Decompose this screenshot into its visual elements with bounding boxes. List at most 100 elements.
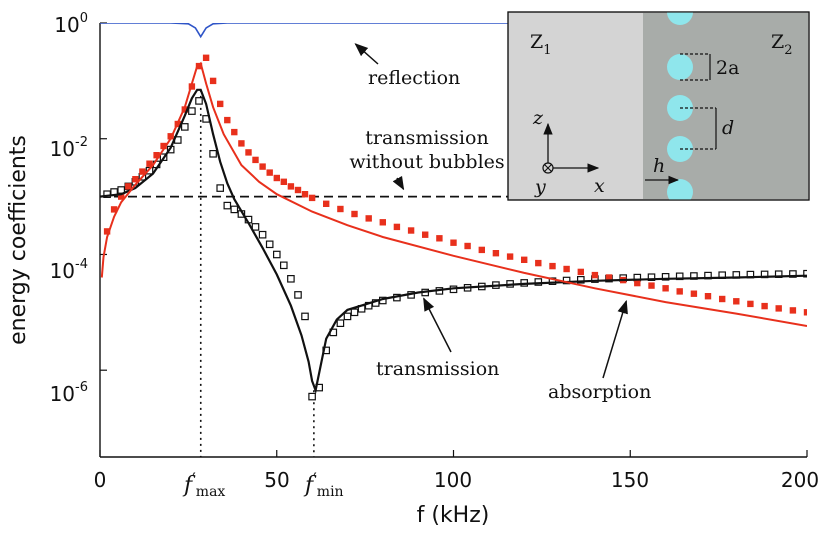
transmission-data-point (308, 392, 316, 401)
inset-label-d: d (722, 117, 734, 139)
transmission-data-point (287, 275, 295, 283)
inset-cross-mark-icon (544, 164, 552, 172)
transmission-data-point (343, 312, 352, 321)
f-max-label: f′max (182, 469, 225, 500)
absorption-data-point (803, 309, 807, 316)
absorption-data-point (422, 231, 429, 238)
x-tick-label-150: 150 (611, 468, 649, 492)
absorption-data-point (577, 268, 584, 276)
absorption-data-point (506, 253, 514, 260)
absorption-data-point (379, 219, 386, 226)
annotation-without-bubbles-line1: transmission (365, 127, 488, 149)
absorption-data-point (125, 183, 132, 190)
absorption-data-point (146, 160, 153, 167)
transmission-data-point (336, 319, 345, 328)
absorption-data-point (690, 290, 698, 297)
absorption-data-point (160, 142, 167, 150)
y-tick-label-1e0: 100 (54, 11, 88, 37)
x-tick-label-0: 0 (94, 468, 107, 492)
transmission-data-point (230, 205, 239, 214)
bubble (667, 179, 693, 200)
transmission-data-point (294, 291, 302, 299)
x-tick-label-50: 50 (264, 468, 289, 492)
absorption-data-point (436, 235, 443, 242)
absorption-data-point (492, 250, 500, 257)
series-transmission-model (100, 88, 807, 395)
absorption-data-point (273, 174, 280, 182)
inset-label-h: h (653, 155, 665, 177)
inset-label-z2: Z2 (771, 31, 792, 58)
absorption-data-point (139, 168, 146, 175)
transmission-data-point (534, 278, 543, 286)
absorption-data-point (676, 288, 683, 295)
annotation-reflection: reflection (368, 67, 460, 89)
transmission-data-point (181, 123, 189, 131)
absorption-data-point (605, 274, 613, 281)
transmission-data-point (251, 223, 260, 231)
absorption-data-point (266, 169, 273, 176)
bubble (667, 54, 693, 80)
annotation-absorption-arrow (602, 299, 628, 379)
absorption-data-point (103, 228, 111, 235)
y-tick-label-1e-6: 10-6 (50, 380, 88, 406)
absorption-data-point (775, 305, 782, 312)
absorption-data-point (478, 246, 485, 254)
annotation-transmission-arrow (423, 297, 452, 353)
transmission-data-point (661, 273, 670, 281)
series-absorption-data (103, 54, 807, 316)
absorption-data-point (195, 62, 203, 70)
series-absorption-model (100, 61, 807, 327)
absorption-data-point (110, 206, 118, 213)
absorption-data-point (761, 302, 768, 310)
absorption-data-point (634, 279, 641, 287)
y-tick-label-1e-2: 10-2 (50, 135, 88, 161)
absorption-data-point (231, 128, 238, 136)
absorption-data-point (719, 295, 726, 303)
absorption-data-point (393, 223, 401, 231)
absorption-data-point (202, 54, 210, 61)
absorption-data-point (209, 77, 217, 85)
bubble (667, 12, 693, 25)
absorption-data-point (238, 140, 245, 147)
inset-axis-label-y: y (534, 176, 546, 198)
absorption-data-point (301, 191, 309, 198)
absorption-data-point (224, 116, 231, 124)
absorption-data-point (563, 265, 570, 273)
inset-frame (507, 11, 810, 201)
annotation-reflection-arrow (354, 43, 379, 65)
f-min-label: f′min (303, 469, 344, 500)
transmission-data-point (301, 312, 309, 321)
absorption-data-point (407, 227, 415, 234)
transmission-data-point (223, 201, 232, 210)
transmission-data-point (280, 261, 288, 270)
absorption-data-point (365, 215, 372, 222)
transmission-data-point (803, 269, 807, 278)
annotation-absorption: absorption (548, 381, 651, 403)
absorption-data-point (217, 100, 224, 108)
transmission-data-point (273, 250, 281, 259)
absorption-data-point (245, 149, 252, 156)
absorption-data-point (704, 293, 712, 300)
absorption-data-point (259, 163, 266, 170)
inset-label-2a: 2a (716, 57, 739, 79)
absorption-data-point (323, 200, 330, 207)
transmission-data-point (548, 277, 557, 286)
axis-ticks (99, 22, 808, 457)
annotation-transmission: transmission (376, 358, 499, 380)
absorption-data-point (648, 282, 655, 289)
absorption-data-point (252, 156, 259, 164)
x-tick-label-100: 100 (434, 468, 472, 492)
absorption-data-point (535, 259, 542, 267)
inset-schematic: Z1 Z2 2a d h z x y (507, 11, 810, 201)
inset-axis-label-z: z (532, 107, 544, 129)
absorption-data-point (789, 307, 797, 314)
absorption-data-point (337, 205, 344, 213)
absorption-data-point (662, 285, 669, 292)
absorption-data-point (287, 183, 295, 190)
y-tick-label-1e-4: 10-4 (50, 257, 88, 283)
annotation-without-bubbles-arrow (392, 175, 405, 191)
absorption-data-point (549, 262, 556, 270)
transmission-data-point (195, 97, 203, 105)
absorption-data-point (464, 242, 471, 250)
